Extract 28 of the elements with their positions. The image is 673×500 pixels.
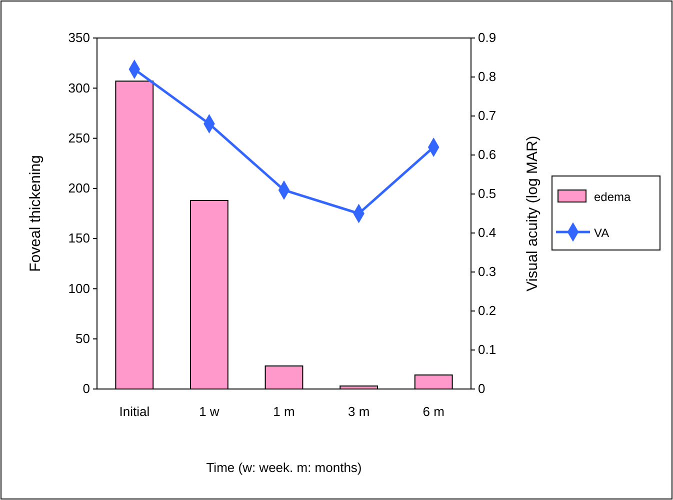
x-tick-label: 1 w xyxy=(199,404,220,420)
y2-tick-label: 0 xyxy=(478,381,486,396)
y2-tick-label: 0.7 xyxy=(478,108,496,124)
x-axis-title: Time (w: week. m: months) xyxy=(206,460,362,475)
y2-tick-label: 0.5 xyxy=(478,186,496,202)
y-tick-label: 350 xyxy=(68,30,90,46)
y2-tick-label: 0.4 xyxy=(478,225,496,240)
x-tick-label: 6 m xyxy=(422,404,444,420)
y-tick-label: 150 xyxy=(68,230,90,246)
y2-axis-title: Visual acuity (log MAR) xyxy=(524,136,541,292)
y2-tick-label: 0.1 xyxy=(478,342,496,358)
y-tick-label: 100 xyxy=(68,280,90,296)
y-tick-label: 200 xyxy=(68,180,90,196)
y-tick-label: 50 xyxy=(76,331,90,346)
y-tick-label: 300 xyxy=(68,80,90,96)
y2-tick-label: 0.2 xyxy=(478,303,496,318)
y-tick-label: 250 xyxy=(68,130,90,146)
y-axis-title: Foveal thickening xyxy=(27,155,44,272)
x-tick-label: 3 m xyxy=(348,404,370,420)
legend-label: edema xyxy=(594,190,632,204)
x-tick-label: 1 m xyxy=(273,404,295,420)
y2-tick-label: 0.3 xyxy=(478,264,496,280)
y2-tick-label: 0.9 xyxy=(478,30,496,46)
y-tick-label: 0 xyxy=(82,381,90,396)
x-tick-label: Initial xyxy=(119,404,150,420)
y2-tick-label: 0.8 xyxy=(478,69,496,84)
legend-label: VA xyxy=(594,226,610,240)
y2-tick-label: 0.6 xyxy=(478,147,496,162)
